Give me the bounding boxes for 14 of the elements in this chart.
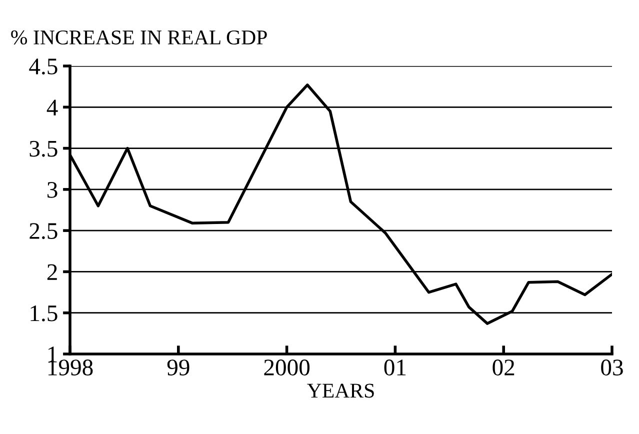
y-tick-label: 3.5 — [30, 140, 58, 157]
x-tick-label: 2000 — [264, 360, 310, 376]
x-tick-label: 01 — [384, 360, 406, 376]
y-tick-label: 1.5 — [30, 305, 58, 322]
y-tick-label: 2 — [47, 264, 57, 280]
y-tick-label: 3 — [48, 182, 58, 198]
x-tick-label: 02 — [492, 360, 514, 376]
chart-title: % INCREASE IN REAL GDP — [11, 30, 267, 45]
x-tick-label: 03 — [601, 360, 623, 376]
x-tick-label: 99 — [167, 360, 190, 376]
y-tick-label: 4 — [46, 100, 58, 116]
y-tick-label: 2.5 — [30, 223, 58, 240]
y-tick-label: 4.5 — [29, 58, 58, 75]
x-axis-title: YEARS — [307, 384, 374, 398]
